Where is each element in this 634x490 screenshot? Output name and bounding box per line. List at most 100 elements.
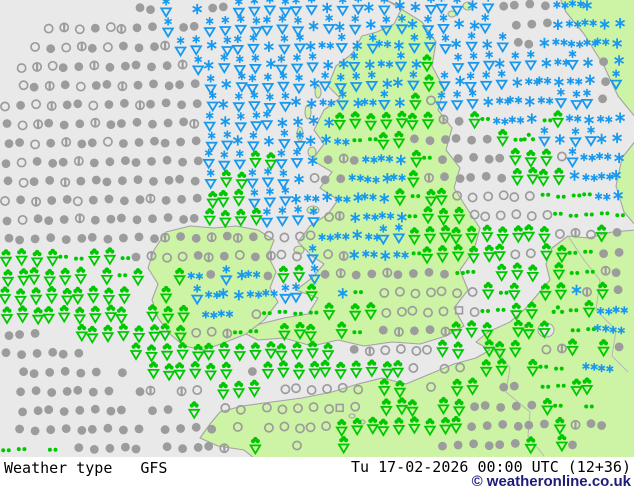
weather-symbol-overcast-filled-circle bbox=[192, 99, 202, 108]
weather-symbol-overcast-filled-circle bbox=[525, 0, 535, 9]
island bbox=[314, 85, 322, 99]
weather-symbol-overcast-filled-circle bbox=[58, 157, 68, 167]
weather-symbol-overcast-filled-circle bbox=[15, 235, 24, 245]
weather-symbol-overcast-filled-circle bbox=[103, 234, 113, 244]
weather-symbol-overcast-filled-circle bbox=[425, 325, 435, 334]
weather-symbol-overcast-filled-circle bbox=[498, 420, 508, 429]
weather-symbol-overcast-filled-circle bbox=[119, 139, 128, 148]
weather-symbol-overcast-filled-circle bbox=[440, 172, 449, 182]
weather-symbol-overcast-filled-circle bbox=[320, 269, 330, 279]
weather-symbol-overcast-filled-circle bbox=[62, 387, 72, 396]
land-continent bbox=[199, 229, 634, 457]
product-label: Weather type bbox=[4, 459, 113, 477]
weather-symbol-overcast-filled-circle bbox=[3, 176, 13, 186]
weather-symbol-overcast-filled-circle bbox=[179, 117, 188, 127]
weather-symbol-overcast-filled-circle bbox=[323, 155, 333, 165]
weather-symbol-overcast-filled-circle bbox=[117, 119, 126, 128]
weather-symbol-overcast-filled-circle bbox=[88, 195, 98, 205]
weather-symbol-overcast-filled-circle bbox=[104, 386, 114, 396]
weather-symbol-overcast-filled-circle bbox=[77, 234, 87, 243]
weather-symbol-overcast-filled-circle bbox=[91, 367, 101, 377]
weather-symbol-overcast-filled-circle bbox=[76, 368, 86, 378]
weather-symbol-overcast-filled-circle bbox=[189, 21, 199, 31]
weather-symbol-overcast-filled-circle bbox=[349, 156, 359, 165]
weather-symbol-overcast-filled-circle bbox=[191, 233, 201, 243]
weather-symbol-overcast-filled-circle bbox=[524, 39, 534, 49]
weather-symbol-overcast-filled-circle bbox=[441, 135, 450, 144]
weather-symbol-overcast-filled-circle bbox=[31, 386, 41, 396]
weather-symbol-overcast-filled-circle bbox=[614, 248, 624, 257]
weather-symbol-overcast-filled-circle bbox=[424, 267, 434, 277]
weather-symbol-overcast-filled-circle bbox=[87, 232, 97, 242]
weather-symbol-overcast-filled-circle bbox=[75, 405, 85, 415]
weather-symbol-overcast-filled-circle bbox=[46, 44, 56, 54]
weather-symbol-overcast-filled-circle bbox=[393, 270, 403, 279]
weather-symbol-overcast-filled-circle bbox=[33, 406, 43, 416]
status-bar: Weather type GFS Tu 17-02-2026 00:00 UTC … bbox=[0, 457, 634, 490]
weather-symbol-overcast-filled-circle bbox=[59, 120, 69, 130]
weather-symbol-overcast-filled-circle bbox=[58, 349, 68, 359]
weather-symbol-overcast-filled-circle bbox=[219, 251, 229, 261]
weather-symbol-overcast-filled-circle bbox=[513, 421, 523, 431]
weather-symbol-overcast-filled-circle bbox=[511, 20, 521, 30]
weather-symbol-overcast-filled-circle bbox=[91, 175, 101, 185]
weather-symbol-overcast-filled-circle bbox=[77, 139, 87, 149]
weather-symbol-overcast-filled-circle bbox=[33, 214, 43, 224]
weather-symbol-overcast-filled-circle bbox=[46, 233, 56, 243]
weather-symbol-overcast-filled-circle bbox=[470, 402, 479, 411]
weather-symbol-overcast-filled-circle bbox=[149, 177, 158, 186]
weather-symbol-overcast-filled-circle bbox=[513, 37, 523, 47]
weather-symbol-overcast-filled-circle bbox=[176, 137, 185, 147]
weather-symbol-overcast-filled-circle bbox=[103, 423, 113, 433]
weather-symbol-overcast-filled-circle bbox=[29, 369, 39, 378]
weather-symbol-overcast-filled-circle bbox=[162, 155, 172, 165]
weather-symbol-overcast-filled-circle bbox=[105, 443, 115, 453]
weather-symbol-overcast-filled-circle bbox=[74, 62, 84, 71]
weather-symbol-overcast-filled-circle bbox=[149, 79, 158, 89]
weather-symbol-overcast-filled-circle bbox=[208, 3, 218, 13]
weather-symbol-overcast-filled-circle bbox=[133, 80, 143, 90]
weather-symbol-overcast-filled-circle bbox=[614, 342, 624, 352]
weather-symbol-overcast-filled-circle bbox=[496, 403, 506, 412]
weather-symbol-overcast-filled-circle bbox=[148, 406, 157, 416]
valid-time-label: Tu 17-02-2026 00:00 UTC (12+36) bbox=[351, 458, 631, 476]
weather-symbol-overcast-filled-circle bbox=[467, 135, 476, 145]
weather-symbol-overcast-filled-circle bbox=[146, 99, 155, 109]
weather-symbol-overcast-filled-circle bbox=[88, 387, 98, 397]
weather-symbol-overcast-filled-circle bbox=[75, 119, 85, 129]
weather-symbol-overcast-filled-circle bbox=[162, 442, 172, 452]
weather-symbol-overcast-filled-circle bbox=[455, 174, 465, 183]
weather-symbol-overcast-filled-circle bbox=[222, 231, 232, 241]
weather-symbol-overcast-filled-circle bbox=[164, 175, 174, 185]
weather-symbol-overcast-filled-circle bbox=[74, 443, 84, 452]
weather-symbol-overcast-filled-circle bbox=[47, 196, 57, 205]
map-title: Weather type GFS bbox=[4, 459, 167, 477]
weather-symbol-overcast-filled-circle bbox=[148, 119, 157, 129]
weather-symbol-overcast-filled-circle bbox=[133, 175, 143, 184]
island-channel bbox=[348, 413, 356, 419]
weather-symbol-overcast-filled-circle bbox=[15, 138, 24, 147]
weather-symbol-overcast-filled-circle bbox=[89, 158, 99, 168]
weather-symbol-overcast-filled-circle bbox=[4, 331, 14, 340]
weather-symbol-overcast-filled-circle bbox=[62, 100, 72, 110]
weather-symbol-overcast-filled-circle bbox=[119, 41, 128, 51]
weather-symbol-overcast-filled-circle bbox=[132, 23, 142, 33]
weather-symbol-overcast-filled-circle bbox=[15, 424, 24, 434]
weather-symbol-overcast-filled-circle bbox=[29, 177, 39, 186]
weather-symbol-overcast-filled-circle bbox=[87, 138, 97, 148]
weather-symbol-overcast-filled-circle bbox=[2, 119, 12, 128]
weather-symbol-overcast-filled-circle bbox=[175, 80, 184, 90]
weather-symbol-overcast-filled-circle bbox=[59, 407, 69, 416]
weather-symbol-overcast-filled-circle bbox=[179, 23, 188, 32]
weather-symbol-overcast-filled-circle bbox=[163, 118, 173, 128]
weather-symbol-overcast-filled-circle bbox=[131, 60, 141, 70]
weather-symbol-overcast-filled-circle bbox=[190, 176, 200, 186]
weather-symbol-overcast-filled-circle bbox=[482, 134, 492, 144]
weather-symbol-overcast-filled-circle bbox=[104, 194, 114, 204]
weather-symbol-overcast-filled-circle bbox=[453, 154, 463, 163]
weather-symbol-overcast-filled-circle bbox=[146, 5, 155, 14]
weather-symbol-overcast-filled-circle bbox=[135, 387, 145, 397]
weather-symbol-overcast-filled-circle bbox=[218, 2, 228, 12]
weather-symbol-overcast-filled-circle bbox=[543, 18, 552, 28]
weather-symbol-overcast-filled-circle bbox=[61, 235, 71, 244]
